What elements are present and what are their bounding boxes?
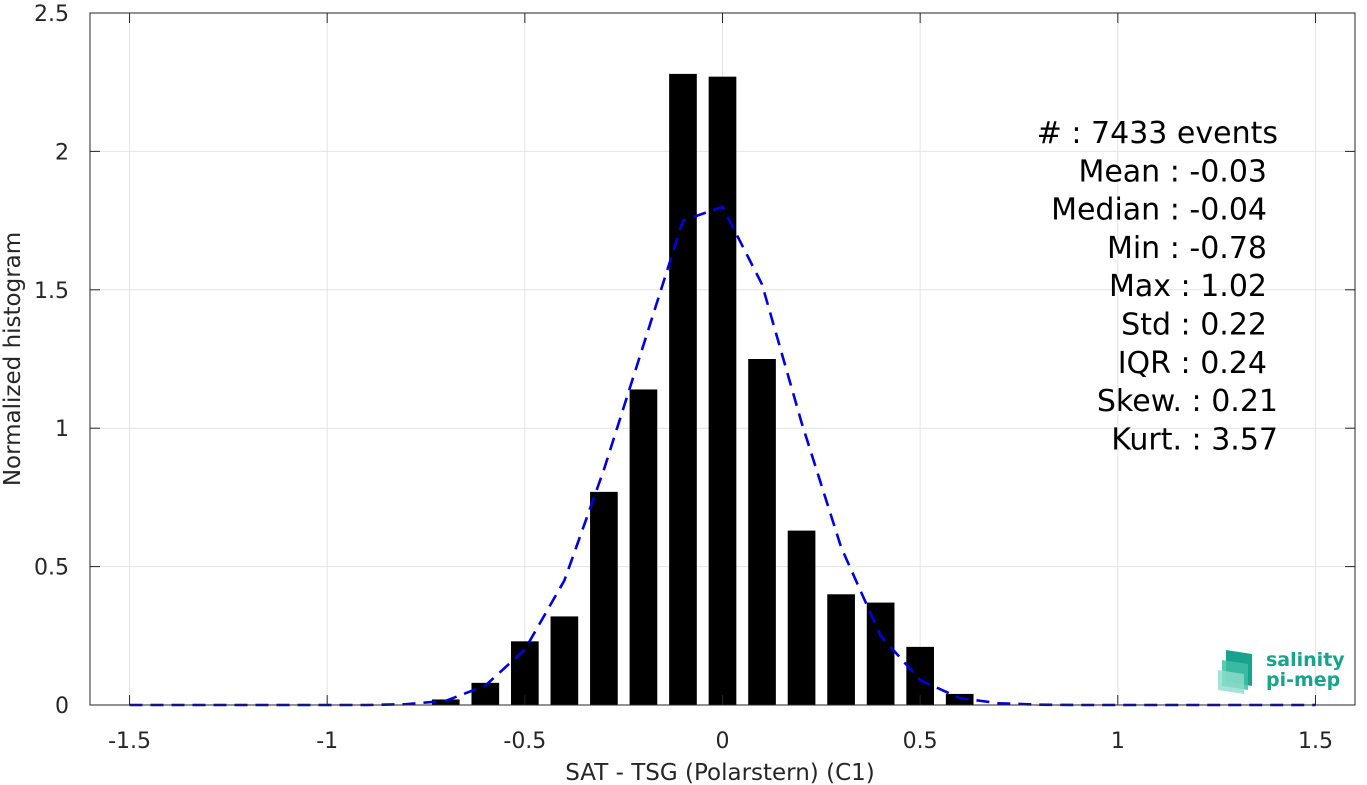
histogram-bar [550, 616, 579, 705]
histogram-bar [471, 682, 500, 705]
histogram-bar [708, 76, 737, 705]
logo-line1: salinity [1266, 649, 1345, 671]
x-tick-label: -1 [316, 729, 338, 754]
y-tick-label: 2 [55, 140, 69, 165]
stat-line: IQR : 0.24 [1118, 346, 1267, 381]
logo-line2: pi-mep [1266, 669, 1340, 691]
logo-mark-icon [1218, 650, 1252, 694]
histogram-bar [866, 602, 895, 705]
y-tick-label: 1.5 [34, 279, 69, 304]
y-tick-labels: 0 0.5 1 1.5 2 2.5 [34, 2, 69, 719]
axes-frame [89, 12, 1356, 706]
stat-line: # : 7433 events [1037, 116, 1278, 151]
histogram-bar [787, 530, 816, 705]
bar-series [431, 73, 974, 706]
x-tick-label: 1 [1111, 729, 1125, 754]
x-tick-label: -0.5 [503, 729, 546, 754]
histogram-bar [590, 491, 618, 705]
histogram-bar [629, 389, 658, 705]
histogram-bar [748, 359, 776, 705]
x-tick-label: 0.5 [903, 729, 938, 754]
stat-line: Mean : -0.03 [1078, 154, 1267, 189]
x-tick-labels: -1.5 -1 -0.5 0 0.5 1 1.5 [108, 729, 1333, 754]
stat-line: Max : 1.02 [1109, 269, 1267, 304]
stat-line: Skew. : 0.21 [1097, 384, 1278, 419]
x-tick-label: 0 [716, 729, 730, 754]
histogram-bar [669, 73, 697, 706]
x-tick-label: -1.5 [108, 729, 151, 754]
histogram-bar [827, 594, 855, 705]
stat-line: Kurt. : 3.57 [1111, 422, 1278, 457]
x-tick-label: 1.5 [1298, 729, 1333, 754]
y-tick-label: 0.5 [34, 556, 69, 581]
stat-line: Std : 0.22 [1121, 308, 1267, 343]
histogram-bar [511, 641, 539, 705]
histogram-bar [945, 693, 974, 705]
x-axis-label: SAT - TSG (Polarstern) (C1) [565, 760, 874, 785]
y-tick-label: 1 [55, 417, 69, 442]
salinity-pi-mep-logo: salinity pi-mep [1218, 649, 1345, 694]
histogram-bar [431, 699, 460, 705]
stat-line: Min : -0.78 [1107, 231, 1267, 266]
y-tick-label: 2.5 [34, 2, 69, 27]
stat-line: Median : -0.04 [1051, 193, 1267, 228]
y-axis-label: Normalized histogram [0, 232, 26, 486]
y-tick-label: 0 [55, 694, 69, 719]
